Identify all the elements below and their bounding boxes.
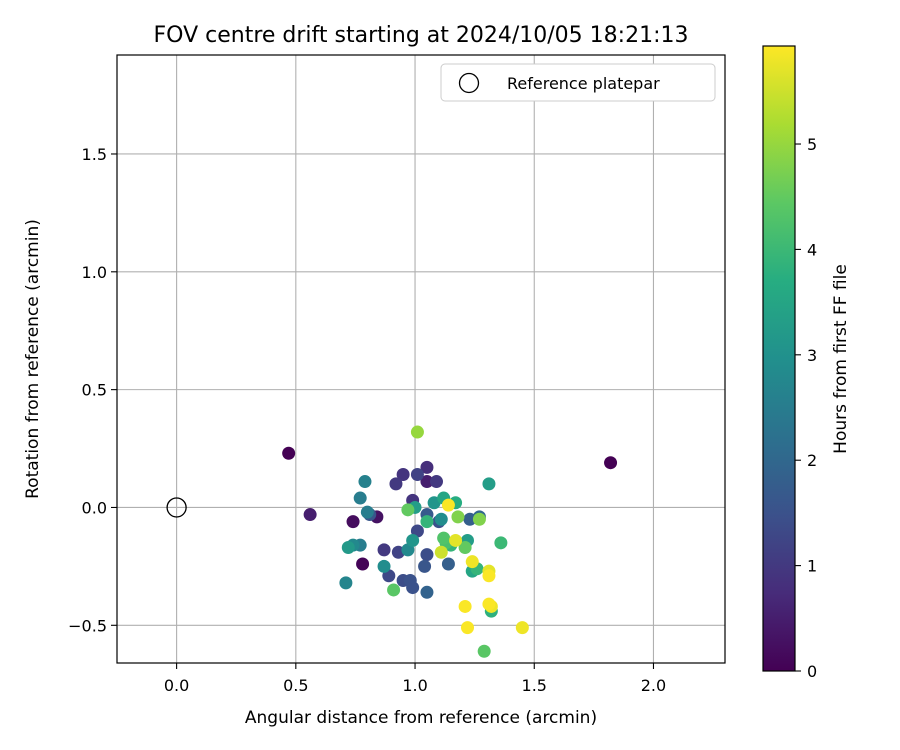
scatter-point [482, 477, 496, 491]
y-tick-label: 0.0 [82, 498, 107, 517]
scatter-point [410, 467, 424, 481]
x-tick-label: 1.0 [402, 676, 427, 695]
scatter-point [418, 559, 432, 573]
scatter-point [401, 503, 415, 517]
y-axis-label: Rotation from reference (arcmin) [23, 219, 43, 499]
scatter-point [434, 512, 448, 526]
colorbar-tick-label: 4 [807, 240, 817, 259]
scatter-points [166, 425, 618, 658]
colorbar [762, 45, 796, 672]
scatter-point [449, 533, 463, 547]
scatter-point [465, 555, 479, 569]
scatter-point [387, 583, 401, 597]
x-axis-label: Angular distance from reference (arcmin) [245, 708, 597, 728]
x-axis-ticks: 0.0 0.5 1.0 1.5 2.0 [164, 663, 666, 695]
scatter-point [406, 581, 420, 595]
scatter-point [515, 621, 529, 635]
scatter-point [437, 531, 451, 545]
colorbar-tick-label: 0 [807, 662, 817, 681]
scatter-point [477, 644, 491, 658]
scatter-point [604, 456, 618, 470]
legend-entry-reference-platepar: Reference platepar [507, 74, 660, 93]
legend-box [440, 63, 716, 102]
scatter-point [356, 557, 370, 571]
scatter-point [396, 467, 410, 481]
colorbar-ticks: 0 1 2 3 4 5 [795, 135, 817, 681]
colorbar-label: Hours from first FF file [831, 264, 851, 454]
scatter-point [406, 533, 420, 547]
scatter-point [341, 541, 355, 555]
colorbar-tick-label: 5 [807, 135, 817, 154]
y-tick-label: 0.5 [82, 381, 107, 400]
reference-platepar-point [166, 497, 187, 518]
x-tick-label: 0.5 [283, 676, 308, 695]
scatter-point [353, 491, 367, 505]
scatter-point [377, 543, 391, 557]
scatter-point [339, 576, 353, 590]
scatter-point [389, 477, 403, 491]
scatter-point [434, 545, 448, 559]
x-tick-label: 1.5 [522, 676, 547, 695]
chart-title: FOV centre drift starting at 2024/10/05 … [154, 23, 689, 48]
scatter-point [346, 515, 360, 529]
grid [117, 55, 725, 663]
y-tick-label: −0.5 [68, 616, 107, 635]
scatter-point [282, 446, 296, 460]
scatter-point [303, 508, 317, 522]
scatter-point [441, 498, 455, 512]
scatter-point [482, 569, 496, 583]
scatter-point [358, 475, 372, 489]
scatter-point [458, 541, 472, 555]
x-tick-label: 2.0 [641, 676, 666, 695]
scatter-point [360, 505, 374, 519]
colorbar-tick-label: 1 [807, 557, 817, 576]
scatter-point [460, 621, 474, 635]
scatter-point [420, 460, 434, 474]
scatter-point [458, 599, 472, 613]
scatter-point [429, 475, 443, 489]
legend-marker-reference-platepar [458, 72, 480, 94]
scatter-point [451, 510, 465, 524]
scatter-point [420, 548, 434, 562]
scatter-point [482, 597, 496, 611]
colorbar-tick-label: 3 [807, 346, 817, 365]
plot-frame [116, 54, 726, 664]
y-axis-ticks: −0.5 0.0 0.5 1.0 1.5 [68, 145, 117, 635]
scatter-point [420, 585, 434, 599]
y-tick-label: 1.5 [82, 145, 107, 164]
colorbar-tick-label: 2 [807, 451, 817, 470]
scatter-point [494, 536, 508, 550]
scatter-point [472, 512, 486, 526]
x-tick-label: 0.0 [164, 676, 189, 695]
scatter-point [420, 475, 434, 489]
scatter-point [441, 557, 455, 571]
scatter-point [420, 515, 434, 529]
scatter-point [410, 425, 424, 439]
scatter-point [377, 559, 391, 573]
legend: Reference platepar [440, 63, 716, 102]
y-tick-label: 1.0 [82, 263, 107, 282]
